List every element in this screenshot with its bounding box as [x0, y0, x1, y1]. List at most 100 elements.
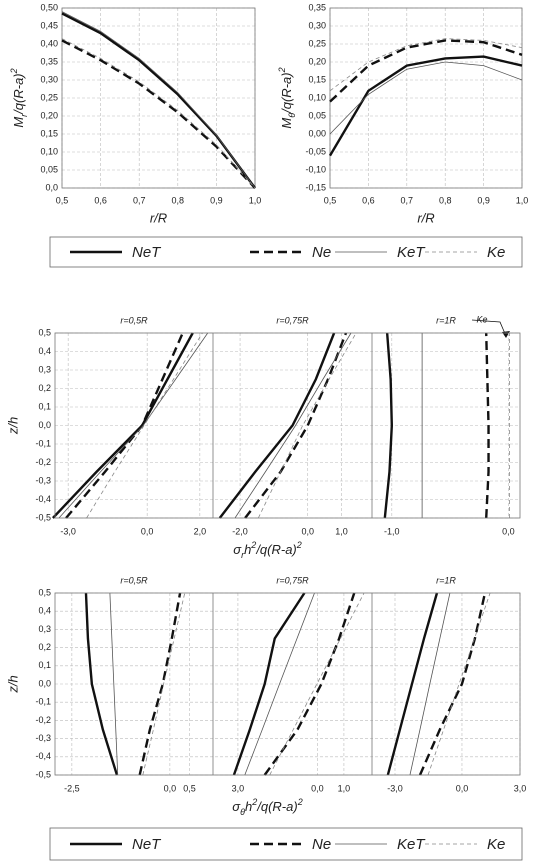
x-tick-label: 0,0 — [311, 783, 324, 793]
y-tick-label: 0,45 — [40, 20, 58, 30]
y-tick-label: 0,4 — [38, 346, 51, 356]
x-tick-label: 2,0 — [194, 526, 207, 536]
y-axis-label: z/h — [5, 417, 20, 435]
series-line — [142, 592, 186, 776]
legend-box — [49, 236, 523, 268]
annotation-arrow — [471, 319, 507, 337]
y-tick-label: 0,3 — [38, 364, 51, 374]
y-tick-label: 0,35 — [40, 56, 58, 66]
y-tick-label: -0,15 — [305, 182, 326, 192]
y-tick-label: 0,4 — [38, 606, 51, 616]
x-tick-label: 0,9 — [477, 195, 490, 205]
x-tick-label: 0,0 — [301, 526, 314, 536]
label-part: /q(R-a) — [255, 542, 296, 557]
x-tick-label: 1,0 — [335, 526, 348, 536]
y-tick-label: 0,40 — [40, 38, 58, 48]
series-line — [61, 38, 256, 189]
series-line — [386, 592, 439, 776]
label-part: 2 — [297, 797, 303, 807]
series-line — [269, 592, 365, 776]
y-axis-label: Mr/q(R-a)2 — [9, 68, 29, 127]
panel-title: r=0,5R — [120, 575, 148, 585]
legend-label: Ne — [312, 244, 331, 261]
legend-label: KeT — [397, 836, 426, 853]
label-part: θ — [287, 113, 297, 118]
y-tick-label: 0,0 — [38, 420, 51, 430]
plot-frame — [54, 332, 521, 519]
x-tick-label: 0,8 — [439, 195, 452, 205]
x-axis-label: r/R — [417, 210, 434, 225]
y-tick-label: -0,3 — [35, 733, 51, 743]
x-tick-label: -2,0 — [232, 526, 248, 536]
label-part: h — [244, 542, 251, 557]
x-tick-label: -3,0 — [387, 783, 403, 793]
x-tick-label: 1,0 — [516, 195, 529, 205]
x-tick-label: 1,0 — [338, 783, 351, 793]
label-part: θ — [240, 807, 245, 817]
x-tick-label: 0,0 — [456, 783, 469, 793]
legend-label: NeT — [132, 836, 162, 853]
series-line — [328, 55, 523, 157]
series-line — [485, 332, 490, 519]
y-tick-label: 0,1 — [38, 401, 51, 411]
y-tick-label: 0,0 — [45, 182, 58, 192]
x-tick-label: 3,0 — [232, 783, 245, 793]
x-tick-label: 1,0 — [249, 195, 262, 205]
y-tick-label: -0,3 — [35, 475, 51, 485]
y-tick-label: 0,20 — [40, 110, 58, 120]
y-tick-label: -0,1 — [35, 438, 51, 448]
label-part: 2 — [277, 67, 287, 73]
x-tick-label: -2,5 — [64, 783, 80, 793]
label-part: 2 — [9, 68, 19, 74]
y-tick-label: 0,3 — [38, 624, 51, 634]
series-line — [61, 39, 256, 189]
label-part: M — [279, 118, 294, 129]
y-tick-label: 0,30 — [308, 20, 326, 30]
annotation: Ke — [476, 314, 487, 324]
y-tick-label: -0,5 — [35, 769, 51, 779]
x-tick-label: 0,0 — [141, 526, 154, 536]
y-axis-label: Mθ/q(R-a)2 — [277, 67, 297, 128]
label-part: /q(R-a) — [256, 799, 297, 814]
series-line — [329, 61, 523, 135]
y-tick-label: 0,05 — [40, 164, 58, 174]
y-tick-label: 0,5 — [38, 587, 51, 597]
x-tick-label: 0,9 — [210, 195, 223, 205]
series-line — [418, 592, 487, 776]
series-line — [86, 332, 203, 519]
x-tick-label: 0,8 — [172, 195, 185, 205]
x-tick-label: 0,7 — [401, 195, 414, 205]
series-line — [383, 332, 394, 519]
series-line — [61, 11, 256, 189]
y-tick-label: -0,4 — [35, 751, 51, 761]
x-tick-label: 3,0 — [514, 783, 527, 793]
y-tick-label: 0,35 — [308, 2, 326, 12]
y-tick-label: 0,05 — [308, 110, 326, 120]
x-tick-label: -1,0 — [384, 526, 400, 536]
y-tick-label: 0,2 — [38, 383, 51, 393]
y-tick-label: 0,0 — [38, 678, 51, 688]
x-axis-label: σrh2/q(R-a)2 — [233, 540, 302, 560]
y-tick-label: -0,4 — [35, 494, 51, 504]
y-tick-label: -0,05 — [305, 146, 326, 156]
y-tick-label: 0,15 — [308, 74, 326, 84]
y-tick-label: 0,30 — [40, 74, 58, 84]
series-line — [409, 592, 451, 776]
label-part: /q(R-a) — [279, 72, 294, 113]
y-tick-label: 0,00 — [308, 128, 326, 138]
y-tick-label: 0,10 — [308, 92, 326, 102]
series-line — [244, 592, 315, 776]
series-line — [61, 12, 256, 189]
panel-title: r=1R — [436, 315, 456, 325]
legend-label: Ne — [312, 836, 331, 853]
legend-label: Ke — [487, 244, 505, 261]
y-tick-label: 0,2 — [38, 642, 51, 652]
series-line — [109, 592, 119, 776]
series-line — [138, 592, 182, 776]
series-line — [218, 332, 336, 519]
label-part: σ — [232, 799, 241, 814]
annotation-arrowhead — [502, 331, 510, 338]
y-tick-label: 0,25 — [40, 92, 58, 102]
plot-frame — [61, 7, 256, 189]
x-tick-label: 0,5 — [324, 195, 337, 205]
